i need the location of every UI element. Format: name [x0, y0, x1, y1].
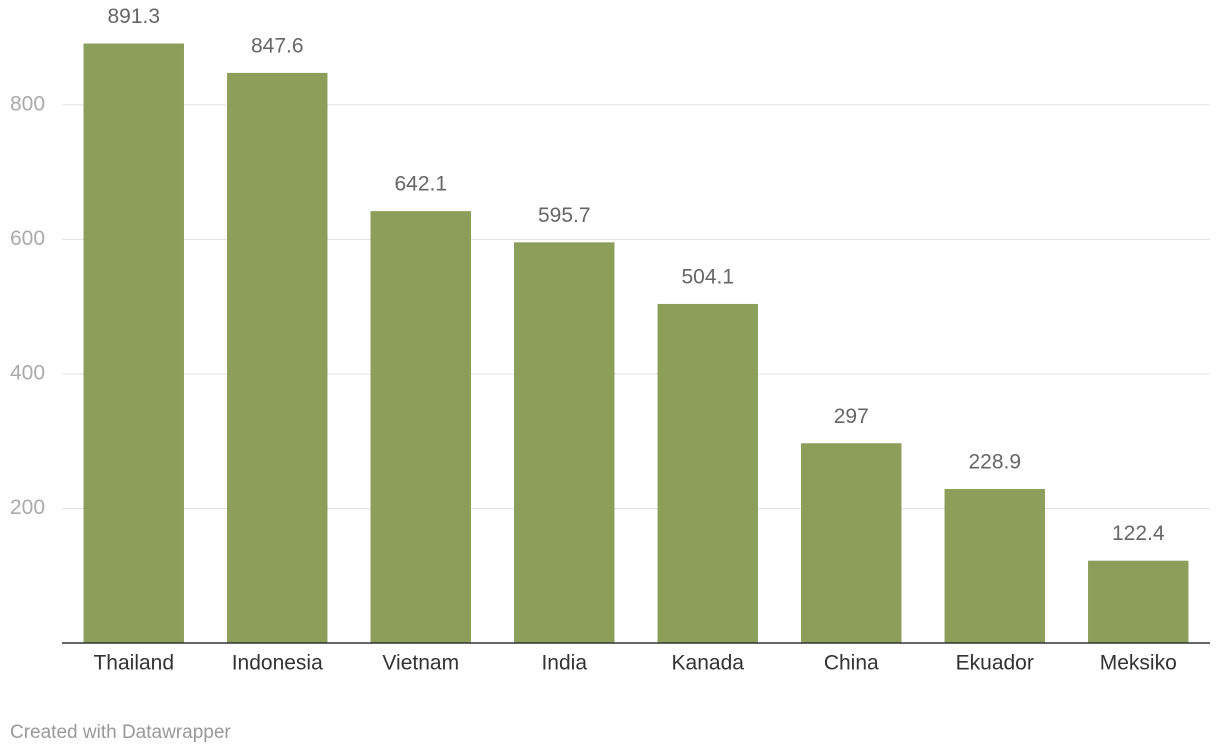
x-tick-label: Ekuador	[956, 652, 1034, 675]
bar	[83, 43, 184, 643]
y-tick-label: 800	[10, 92, 45, 115]
value-label: 891.3	[107, 5, 160, 28]
bar	[944, 489, 1045, 643]
value-label: 297	[834, 405, 869, 428]
value-label: 847.6	[251, 34, 304, 57]
y-tick-label: 400	[10, 362, 45, 385]
value-label: 504.1	[681, 265, 734, 288]
bar	[227, 72, 328, 644]
x-tick-label: Meksiko	[1100, 652, 1177, 675]
bar	[657, 303, 758, 643]
value-label: 228.9	[968, 451, 1021, 474]
x-tick-label: Vietnam	[382, 652, 459, 675]
x-tick-label: Thailand	[93, 652, 174, 675]
x-tick-label: India	[541, 652, 587, 675]
bar	[801, 443, 902, 643]
x-tick-label: Kanada	[672, 652, 745, 675]
value-label: 642.1	[394, 173, 447, 196]
x-tick-label: Indonesia	[232, 652, 323, 675]
y-tick-label: 600	[10, 227, 45, 250]
bar	[370, 211, 471, 643]
y-tick-label: 200	[10, 496, 45, 519]
bar	[1088, 560, 1189, 643]
value-label: 595.7	[538, 204, 591, 227]
footer: Created with Datawrapper	[10, 722, 231, 743]
value-label: 122.4	[1112, 522, 1165, 545]
bar	[514, 242, 615, 643]
x-tick-label: China	[824, 652, 879, 675]
